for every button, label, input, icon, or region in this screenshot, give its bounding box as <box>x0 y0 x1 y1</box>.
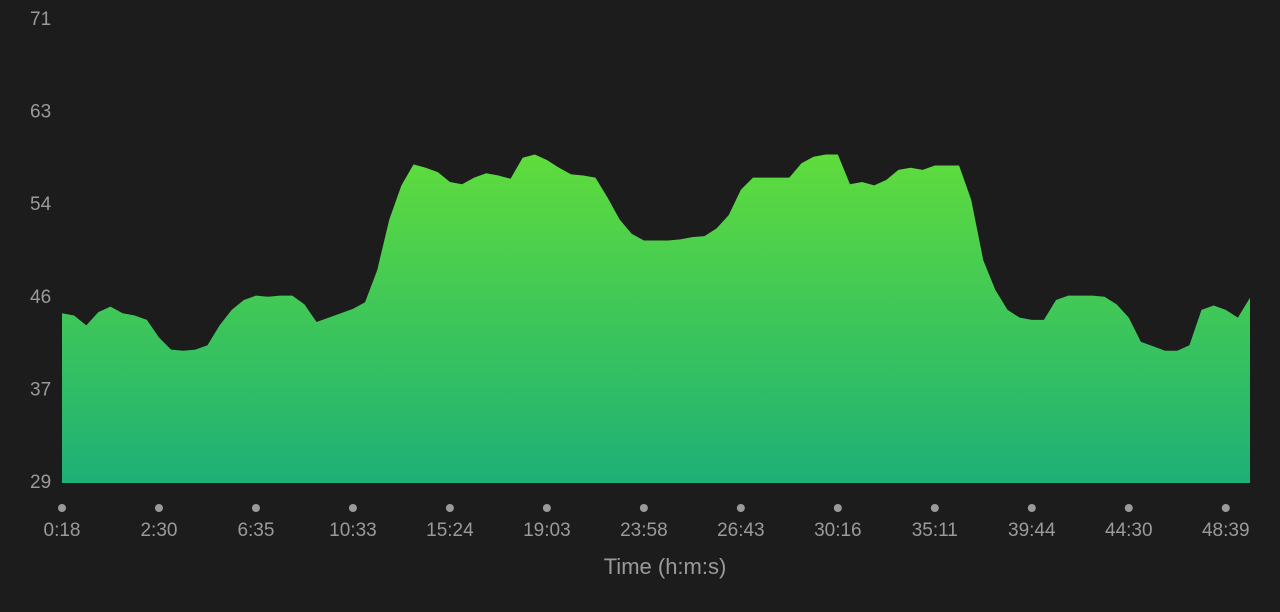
x-tick-label: 15:24 <box>426 520 474 541</box>
x-tick-label: 10:33 <box>329 520 377 541</box>
y-tick-label: 71 <box>30 9 51 30</box>
x-tick-label: 26:43 <box>717 520 765 541</box>
x-tick-dot <box>930 504 939 512</box>
x-tick-dot <box>1221 504 1230 512</box>
x-tick-label: 30:16 <box>814 520 862 541</box>
x-tick-dot <box>154 504 163 512</box>
y-tick-label: 46 <box>30 287 51 308</box>
x-tick-dot <box>348 504 357 512</box>
y-tick-label: 54 <box>30 194 52 215</box>
x-tick-label: 6:35 <box>237 520 274 541</box>
x-axis-title: Time (h:m:s) <box>604 554 727 579</box>
x-tick-label: 44:30 <box>1105 520 1153 541</box>
x-tick-label: 19:03 <box>523 520 571 541</box>
x-tick-dot <box>736 504 745 512</box>
x-tick-dot <box>1124 504 1133 512</box>
x-tick-dot <box>58 504 66 512</box>
x-tick-label: 23:58 <box>620 520 668 541</box>
x-tick-dot <box>445 504 454 512</box>
x-tick-dot <box>1027 504 1036 512</box>
x-tick-dot <box>542 504 551 512</box>
y-tick-label: 63 <box>30 102 51 123</box>
x-tick-label: 39:44 <box>1008 520 1056 541</box>
x-tick-label: 35:11 <box>912 520 958 541</box>
x-tick-dot <box>639 504 648 512</box>
x-tick-label: 48:39 <box>1202 520 1250 541</box>
y-tick-label: 29 <box>30 472 51 493</box>
area <box>62 154 1250 484</box>
x-tick-dot <box>251 504 260 512</box>
x-tick-dot <box>833 504 842 512</box>
y-tick-label: 37 <box>30 379 51 400</box>
x-tick-label: 0:18 <box>44 520 81 541</box>
x-tick-label: 2:30 <box>140 520 177 541</box>
